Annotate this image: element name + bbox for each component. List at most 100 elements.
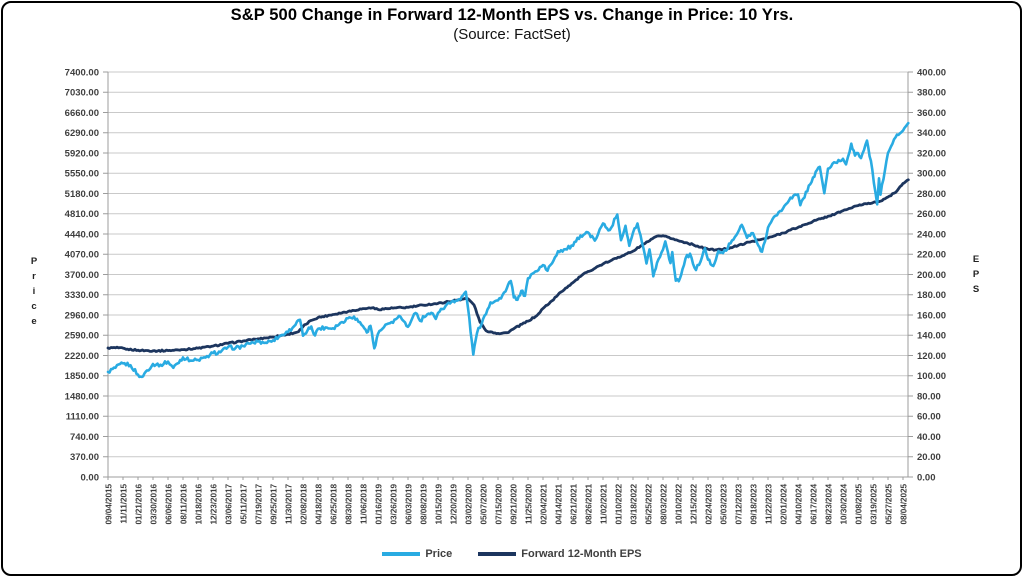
- x-axis-tick-label: 10/30/2024: [838, 484, 848, 525]
- x-axis-tick-label: 11/30/2017: [283, 484, 293, 525]
- x-axis-tick-label: 01/08/2025: [853, 484, 863, 525]
- right-axis-tick-label: 300.00: [917, 169, 946, 180]
- left-axis-tick-label: 3330.00: [65, 290, 99, 301]
- x-axis-tick-label: 06/17/2024: [808, 484, 818, 525]
- right-axis-tick-label: 80.00: [917, 391, 941, 402]
- right-axis-tick-label: 140.00: [917, 331, 946, 342]
- x-axis-tick-label: 03/19/2025: [868, 484, 878, 525]
- legend-label-price: Price: [425, 548, 453, 560]
- left-axis-tick-label: 7400.00: [65, 67, 99, 78]
- left-axis-tick-label: 2590.00: [65, 331, 99, 342]
- left-axis-tick-label: 740.00: [70, 432, 99, 443]
- x-axis-tick-label: 02/24/2023: [703, 484, 713, 525]
- left-axis-tick-label: 5920.00: [65, 148, 99, 159]
- right-axis-tick-label: 220.00: [917, 250, 946, 261]
- left-axis-tick-label: 2220.00: [65, 351, 99, 362]
- left-axis-tick-label: 4070.00: [65, 250, 99, 261]
- x-axis-tick-label: 09/25/2017: [268, 484, 278, 525]
- x-axis-tick-label: 09/21/2020: [508, 484, 518, 525]
- x-axis-tick-label: 08/04/2025: [898, 484, 908, 525]
- legend-label-eps: Forward 12-Month EPS: [521, 548, 642, 560]
- x-axis-tick-label: 01/16/2019: [373, 484, 383, 525]
- legend-swatch-eps: [478, 552, 517, 556]
- x-axis-tick-label: 04/10/2024: [793, 484, 803, 525]
- right-axis-tick-label: 320.00: [917, 148, 946, 159]
- x-axis-tick-label: 08/23/2024: [823, 484, 833, 525]
- right-axis-tick-label: 280.00: [917, 189, 946, 200]
- legend-item-price: Price: [382, 548, 452, 560]
- left-axis-tick-label: 5550.00: [65, 169, 99, 180]
- x-axis-tick-label: 03/06/2017: [223, 484, 233, 525]
- left-axis-tick-label: 7030.00: [65, 88, 99, 99]
- x-axis-tick-label: 05/25/2022: [643, 484, 653, 525]
- x-axis-tick-label: 01/21/2016: [133, 484, 143, 525]
- left-axis-tick-label: 4810.00: [65, 209, 99, 220]
- x-axis-tick-label: 03/18/2022: [628, 484, 638, 525]
- x-axis-tick-label: 02/01/2024: [778, 484, 788, 525]
- x-axis-tick-label: 04/18/2018: [313, 484, 323, 525]
- right-axis-tick-label: 380.00: [917, 88, 946, 99]
- x-axis-tick-label: 11/06/2018: [358, 484, 368, 525]
- x-axis-tick-label: 06/06/2016: [163, 484, 173, 525]
- left-axis-tick-label: 6290.00: [65, 128, 99, 139]
- x-axis-tick-label: 05/27/2025: [883, 484, 893, 525]
- x-axis-tick-label: 05/03/2023: [718, 484, 728, 525]
- series-line-eps: [106, 178, 910, 353]
- x-axis-tick-label: 11/22/2023: [763, 484, 773, 525]
- right-axis-tick-label: 240.00: [917, 229, 946, 240]
- x-axis-tick-label: 09/04/2015: [103, 484, 113, 525]
- x-axis-tick-label: 04/14/2021: [553, 484, 563, 525]
- x-axis-tick-label: 12/23/2016: [208, 484, 218, 525]
- x-axis-tick-label: 08/03/2022: [658, 484, 668, 525]
- right-axis-tick-label: 0.00: [917, 472, 936, 483]
- x-axis-tick-label: 02/04/2021: [538, 484, 548, 525]
- right-axis-tick-label: 160.00: [917, 310, 946, 321]
- right-axis-tick-label: 400.00: [917, 67, 946, 78]
- x-axis-tick-label: 03/30/2016: [148, 484, 158, 525]
- chart-title: S&P 500 Change in Forward 12-Month EPS v…: [230, 6, 794, 24]
- left-axis-tick-label: 6660.00: [65, 108, 99, 119]
- x-axis-tick-label: 12/15/2022: [688, 484, 698, 525]
- right-axis-title: E P S: [972, 254, 980, 295]
- x-axis-tick-label: 07/15/2020: [493, 484, 503, 525]
- x-axis-tick-label: 06/21/2021: [568, 484, 578, 525]
- x-axis-tick-label: 12/20/2019: [448, 484, 458, 525]
- x-axis-tick-label: 06/03/2019: [403, 484, 413, 525]
- x-axis-tick-label: 10/18/2016: [193, 484, 203, 525]
- left-axis-tick-label: 1110.00: [66, 412, 99, 423]
- x-axis-tick-label: 10/10/2022: [673, 484, 683, 525]
- chart-header: S&P 500 Change in Forward 12-Month EPS v…: [0, 6, 1024, 43]
- x-axis-tick-label: 11/02/2021: [598, 484, 608, 525]
- legend-item-eps: Forward 12-Month EPS: [478, 548, 642, 560]
- left-axis-tick-label: 370.00: [70, 452, 99, 463]
- right-axis-tick-label: 180.00: [917, 290, 946, 301]
- chart-subtitle: (Source: FactSet): [453, 26, 571, 43]
- x-axis-tick-label: 10/15/2019: [433, 484, 443, 525]
- right-axis-tick-label: 40.00: [917, 432, 941, 443]
- x-axis-tick-label: 06/25/2018: [328, 484, 338, 525]
- x-axis-tick-label: 05/11/2017: [238, 484, 248, 525]
- x-axis-tick-label: 08/08/2019: [418, 484, 428, 525]
- x-axis-tick-label: 03/26/2019: [388, 484, 398, 525]
- x-axis-tick-label: 07/12/2023: [733, 484, 743, 525]
- legend: Price Forward 12-Month EPS: [0, 548, 1024, 560]
- x-axis-tick-label: 02/08/2018: [298, 484, 308, 525]
- left-axis-tick-label: 4440.00: [65, 229, 99, 240]
- x-axis-tick-label: 11/11/2015: [118, 484, 128, 524]
- x-axis-tick-label: 07/19/2017: [253, 484, 263, 525]
- x-axis-tick-label: 08/11/2016: [178, 484, 188, 525]
- x-axis-tick-label: 11/25/2020: [523, 484, 533, 525]
- right-axis-tick-label: 60.00: [917, 412, 941, 423]
- right-axis-tick-label: 20.00: [917, 452, 941, 463]
- right-axis-tick-label: 120.00: [917, 351, 946, 362]
- x-axis-tick-label: 03/02/2020: [463, 484, 473, 525]
- x-axis-tick-label: 08/26/2021: [583, 484, 593, 525]
- x-axis-tick-label: 05/07/2020: [478, 484, 488, 525]
- right-axis-tick-label: 340.00: [917, 128, 946, 139]
- left-axis-tick-label: 5180.00: [65, 189, 99, 200]
- right-axis-tick-label: 100.00: [917, 371, 946, 382]
- x-axis-tick-label: 01/10/2022: [613, 484, 623, 525]
- right-axis-tick-label: 260.00: [917, 209, 946, 220]
